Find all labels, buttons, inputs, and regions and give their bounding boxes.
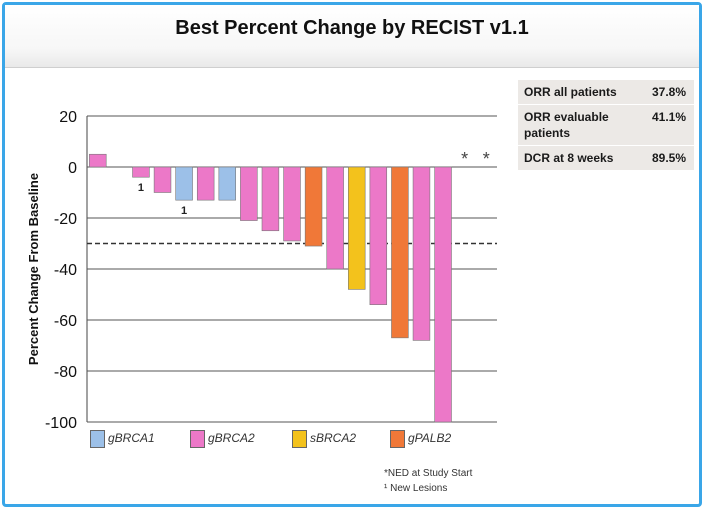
stat-label: ORR evaluable patients xyxy=(524,110,609,140)
y-tick-label: -100 xyxy=(45,415,77,432)
bar xyxy=(304,166,323,247)
legend-swatch xyxy=(190,430,205,448)
title-band: Best Percent Change by RECIST v1.1 xyxy=(5,5,699,68)
stat-value: 41.1% xyxy=(651,110,686,124)
bar-marker: 1 xyxy=(138,182,144,194)
bar xyxy=(261,166,280,232)
bar xyxy=(326,166,344,270)
bar xyxy=(348,166,366,290)
footnotes: *NED at Study Start ¹ New Lesions xyxy=(384,466,472,496)
bar xyxy=(89,153,107,168)
legend-label: gPALB2 xyxy=(408,431,452,445)
bar xyxy=(434,166,452,423)
y-tick-label: 20 xyxy=(59,109,77,126)
stat-value: 89.5% xyxy=(651,151,686,165)
stat-row-dcr: DCR at 8 weeks 89.5% xyxy=(518,146,694,171)
y-tick-label: -40 xyxy=(54,262,77,279)
bar xyxy=(391,166,409,339)
legend-swatch xyxy=(90,430,105,448)
bar xyxy=(175,166,193,201)
stat-value: 37.8% xyxy=(651,85,686,99)
response-stats-table: ORR all patients 37.8% ORR evaluable pat… xyxy=(518,80,694,171)
legend-label: sBRCA2 xyxy=(310,431,357,445)
bar xyxy=(412,166,431,341)
footnote-ned: *NED at Study Start xyxy=(384,468,473,479)
legend-label: gBRCA1 xyxy=(108,431,155,445)
bar xyxy=(218,166,236,201)
bar xyxy=(132,166,150,178)
bar xyxy=(240,166,258,221)
stat-row-orr-all: ORR all patients 37.8% xyxy=(518,80,694,105)
y-tick-label: 0 xyxy=(68,160,77,177)
bar xyxy=(369,166,388,305)
chart-title: Best Percent Change by RECIST v1.1 xyxy=(175,17,529,39)
stat-row-orr-evaluable: ORR evaluable patients 41.1% xyxy=(518,105,694,146)
y-tick-label: -80 xyxy=(54,364,77,381)
stat-label: ORR all patients xyxy=(524,85,617,99)
legend-swatch xyxy=(390,430,405,448)
legend-swatch xyxy=(292,430,307,448)
y-tick-label: -60 xyxy=(54,313,77,330)
bar-marker: 1 xyxy=(181,205,187,217)
bar xyxy=(283,166,301,242)
bar-marker: * xyxy=(483,149,490,169)
y-axis-label: Percent Change From Baseline xyxy=(26,173,41,365)
footnote-new-lesions: ¹ New Lesions xyxy=(384,483,448,494)
bar xyxy=(153,166,172,193)
bar xyxy=(196,166,215,201)
y-tick-label: -20 xyxy=(54,211,77,228)
bar-marker: * xyxy=(461,149,468,169)
stat-label: DCR at 8 weeks xyxy=(524,151,614,165)
legend-label: gBRCA2 xyxy=(208,431,255,445)
